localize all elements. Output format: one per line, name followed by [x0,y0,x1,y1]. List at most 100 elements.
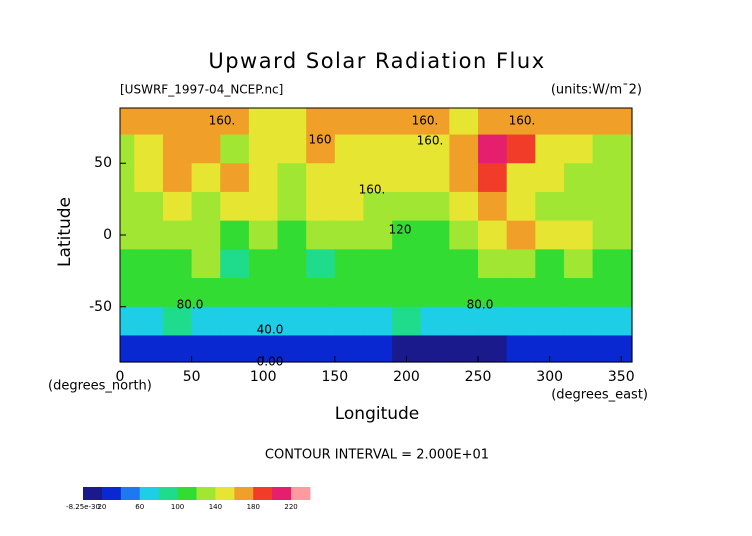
y-tick-label: 50 [94,155,112,171]
field-cell [506,191,536,222]
field-cell [506,163,536,193]
contour-label: 120 [389,223,412,237]
field-cell [120,220,135,250]
field-cell [191,335,221,363]
field-cell [563,306,594,337]
field-cell [563,134,594,164]
field-cell [220,249,250,279]
field-cell [592,220,633,250]
colorbar-tick-label: 180 [247,503,260,511]
y-tick-label: 0 [103,227,112,243]
contour-label: 80.0 [177,298,204,312]
field-cell [449,249,479,279]
field-cell [220,163,250,193]
field-cell [334,249,365,279]
field-cell [191,191,221,222]
x-tick-label: 250 [465,369,492,385]
field-cell [478,220,508,250]
field-cell [191,278,221,308]
field-cell [191,306,221,337]
x-tick-label: 200 [393,369,420,385]
field-cell [535,134,565,164]
field-cell [592,191,633,222]
field-cell [277,278,307,308]
contour-label: 80.0 [467,298,494,312]
field-cell [563,220,594,250]
field-cell [162,134,193,164]
field-cell [191,108,221,136]
field-cell [120,306,135,337]
field-cell [277,306,307,337]
field-cell [506,278,536,308]
field-cell [506,134,536,164]
contour-label: 160. [209,114,236,128]
field-cell [162,108,193,136]
contour-label: 0.00 [257,355,284,369]
field-cell [277,220,307,250]
field-cell [277,191,307,222]
field-cell [248,163,279,193]
field-cell [363,191,393,222]
field-cell [191,134,221,164]
field-cell [306,108,336,136]
field-cell [134,220,164,250]
field-cell [220,306,250,337]
field-cell [592,108,633,136]
field-cell [277,163,307,193]
field-cell [134,191,164,222]
contour-label: 160 [309,133,332,147]
field-cell [191,163,221,193]
field-cell [220,191,250,222]
field-cell [363,220,393,250]
field-cell [334,335,365,363]
colorbar-swatch [234,487,254,500]
field-cell [306,163,336,193]
field-cell [248,278,279,308]
field-cell [506,220,536,250]
field-cell [420,306,450,337]
field-cell [563,191,594,222]
field-cell [334,163,365,193]
field-cell [563,249,594,279]
field-cell [306,220,336,250]
x-tick-label: 100 [250,369,277,385]
field-cell [120,249,135,279]
units-label: (units:W/m¯2) [551,83,642,98]
field-cell [535,249,565,279]
x-tick-label: 300 [536,369,563,385]
x-tick-label: 0 [116,369,125,385]
field-cell [506,335,536,363]
field-cell [535,220,565,250]
field-cell [478,278,508,308]
field-cell [363,108,393,136]
contour-label: 160. [417,134,444,148]
field-cell [191,249,221,279]
colorbar-swatch [253,487,273,500]
field-cell [363,335,393,363]
field-cell [134,134,164,164]
field-cell [563,335,594,363]
field-cell [392,163,422,193]
field-cell [449,220,479,250]
colorbar-swatch [101,487,122,500]
y-unit-label: (degrees_north) [48,379,152,394]
x-unit-label: (degrees_east) [551,388,648,403]
field-cell [134,108,164,136]
field-cell [392,108,422,136]
field-cell [162,278,193,308]
field-cell [535,191,565,222]
field-cell [506,249,536,279]
contour-interval: CONTOUR INTERVAL = 2.000E+01 [265,448,489,463]
field-cell [535,108,565,136]
field-cell [363,278,393,308]
field-cell [420,108,450,136]
colorbar-tick-label: 60 [135,503,144,511]
field-cell [306,335,336,363]
field-cell [277,335,307,363]
field-cell [334,191,365,222]
file-label: [USWRF_1997-04_NCEP.nc] [120,83,283,97]
field-cell [277,108,307,136]
field-cell [334,306,365,337]
field-cell [120,335,135,363]
colorbar-swatch [177,487,197,500]
